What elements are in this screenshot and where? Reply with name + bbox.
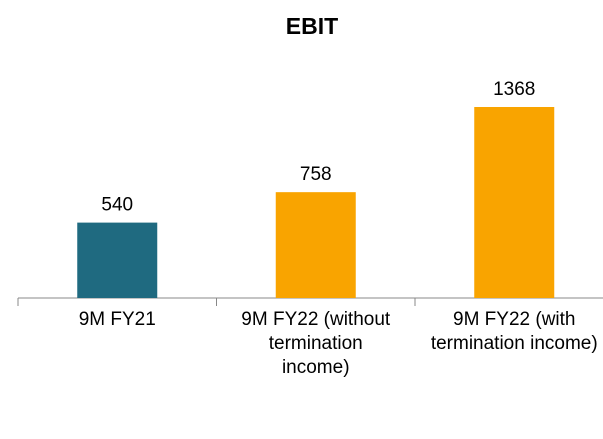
data-label: 758 xyxy=(300,164,332,185)
data-label: 540 xyxy=(101,195,133,216)
bar xyxy=(275,192,356,298)
chart-title: EBIT xyxy=(286,13,338,39)
bar xyxy=(474,107,555,298)
x-tick-label: 9M FY22 (without termination income) xyxy=(241,309,391,378)
bar xyxy=(77,222,158,298)
x-tick-label: 9M FY21 xyxy=(78,309,156,330)
x-tick-label: 9M FY22 (with termination income) xyxy=(430,309,598,354)
data-label: 1368 xyxy=(493,79,535,100)
